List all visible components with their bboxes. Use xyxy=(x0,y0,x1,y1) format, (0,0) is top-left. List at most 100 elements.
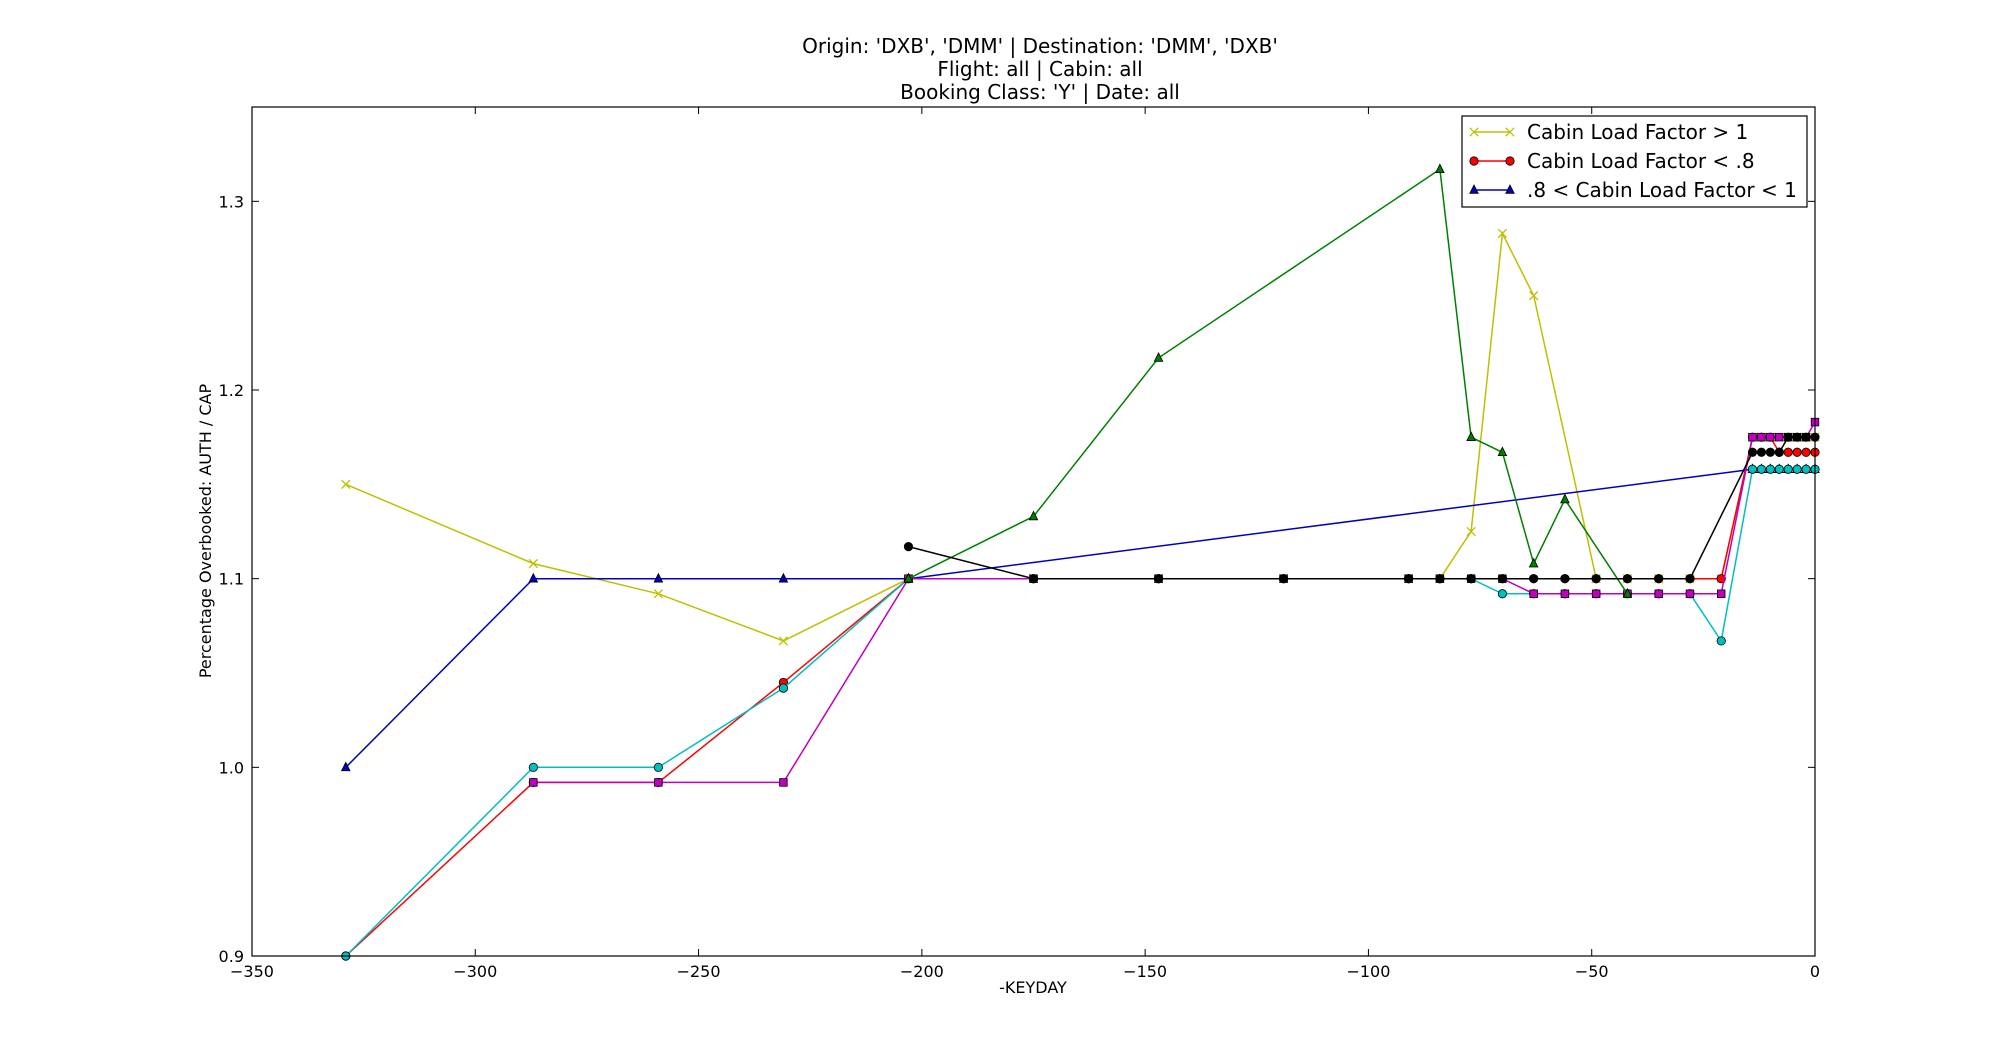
series-5 xyxy=(903,163,1633,598)
legend-marker xyxy=(1505,127,1515,137)
legend-marker xyxy=(1505,184,1515,194)
series-6-point xyxy=(1792,432,1802,442)
series-6-point xyxy=(1278,574,1289,584)
series-3-point xyxy=(778,683,789,693)
series-6-point xyxy=(1591,574,1601,584)
x-tick-label: −50 xyxy=(1575,962,1609,981)
title-line-2: Flight: all | Cabin: all xyxy=(937,57,1142,81)
legend-marker xyxy=(1469,127,1479,137)
series-6-point xyxy=(1774,447,1784,457)
series-3-point xyxy=(528,762,538,772)
series-4-point xyxy=(1529,589,1538,598)
x-tick-label: −200 xyxy=(900,962,944,981)
series-4-point xyxy=(1717,589,1726,598)
series-0-point xyxy=(1466,526,1476,537)
title-line-1: Origin: 'DXB', 'DMM' | Destination: 'DMM… xyxy=(802,34,1278,58)
series-5-point xyxy=(1028,510,1039,521)
series-6-point xyxy=(1435,574,1445,584)
series-1-point xyxy=(653,572,664,583)
y-tick-label: 1.3 xyxy=(219,192,244,211)
legend-label: Cabin Load Factor > 1 xyxy=(1527,120,1748,144)
y-tick-label: 1.1 xyxy=(219,570,244,589)
x-tick-label: −100 xyxy=(1346,962,1390,981)
series-5-point xyxy=(1497,446,1508,457)
series-6-point xyxy=(1404,574,1414,584)
series-6-point xyxy=(903,541,914,552)
legend-box xyxy=(1461,115,1808,208)
series-3-point xyxy=(1783,464,1793,474)
series-6-point xyxy=(1783,432,1793,442)
series-4-point xyxy=(529,778,538,787)
y-tick-label: 1.0 xyxy=(219,758,244,777)
series-3-point xyxy=(1765,464,1775,474)
series-4-point xyxy=(1757,432,1766,442)
series-3-point xyxy=(1747,464,1758,474)
series-6-point xyxy=(1529,574,1539,584)
series-5-point xyxy=(1435,163,1445,174)
series-1 xyxy=(340,463,1820,772)
x-tick-label: 0 xyxy=(1810,962,1820,981)
series-3-line xyxy=(345,468,1815,957)
x-axis-label: -KEYDAY xyxy=(999,978,1067,997)
series-6-point xyxy=(1801,432,1811,442)
series-6-point xyxy=(1747,447,1758,457)
series-4-point xyxy=(1654,589,1663,598)
series-6-point xyxy=(1153,574,1164,584)
series-0-point xyxy=(1497,228,1508,239)
series-5-point xyxy=(1622,587,1633,598)
y-tick-label: 1.2 xyxy=(219,381,244,400)
series-4-point xyxy=(1766,432,1775,442)
series-0-point xyxy=(528,558,538,569)
series-1-point xyxy=(778,572,789,583)
series-1-point xyxy=(340,761,351,772)
series-6-point xyxy=(1466,574,1476,584)
series-5-point xyxy=(1466,431,1476,441)
series-0-point xyxy=(1529,291,1539,301)
series-4-point xyxy=(654,778,663,787)
y-tick-label: 0.9 xyxy=(219,947,244,966)
series-2 xyxy=(341,432,1820,961)
x-axis: −350 −300 −250 −200 −150 −100 −50 0 xyxy=(230,107,1820,981)
series-3-point xyxy=(653,762,663,772)
series-2-point xyxy=(1783,447,1793,457)
legend-label: Cabin Load Factor < .8 xyxy=(1527,149,1755,173)
series-4-point xyxy=(1748,432,1757,442)
x-tick-label: −350 xyxy=(230,962,274,981)
series-5-point xyxy=(1528,557,1539,568)
series-6-line xyxy=(908,436,1815,580)
series-2-point xyxy=(1801,447,1811,457)
series-3 xyxy=(341,464,1820,961)
legend-marker xyxy=(1469,156,1479,166)
legend-entry-2: .8 < Cabin Load Factor < 1 xyxy=(1469,178,1797,202)
series-3-point xyxy=(1756,464,1767,474)
series-5-point xyxy=(1153,352,1164,362)
legend-entry-0: Cabin Load Factor > 1 xyxy=(1469,120,1748,144)
series-5-point xyxy=(903,572,914,583)
x-tick-label: −150 xyxy=(1123,962,1167,981)
series-3-point xyxy=(1497,589,1508,599)
series-3-point xyxy=(1774,464,1784,474)
series-6 xyxy=(903,432,1820,584)
series-0-point xyxy=(653,589,664,599)
series-5-point xyxy=(1560,493,1570,504)
series-6-point xyxy=(1654,574,1664,584)
x-tick-label: −250 xyxy=(677,962,721,981)
series-3-point xyxy=(1792,464,1802,474)
series-4-point xyxy=(1560,589,1570,598)
title-line-3: Booking Class: 'Y' | Date: all xyxy=(900,80,1180,104)
series-6-point xyxy=(1622,574,1633,584)
series-1-point xyxy=(528,572,539,583)
series-layer xyxy=(340,163,1820,961)
series-6-point xyxy=(1560,574,1570,584)
series-3-point xyxy=(1801,464,1811,474)
series-6-point xyxy=(1028,574,1039,584)
x-tick-label: −300 xyxy=(453,962,497,981)
legend-marker xyxy=(1469,184,1479,194)
series-0-point xyxy=(778,636,789,646)
chart-title: Origin: 'DXB', 'DMM' | Destination: 'DMM… xyxy=(802,34,1278,104)
series-6-point xyxy=(1765,447,1775,457)
series-5-line xyxy=(908,167,1629,595)
plot-area-frame xyxy=(251,106,1816,957)
legend-marker xyxy=(1505,156,1515,166)
